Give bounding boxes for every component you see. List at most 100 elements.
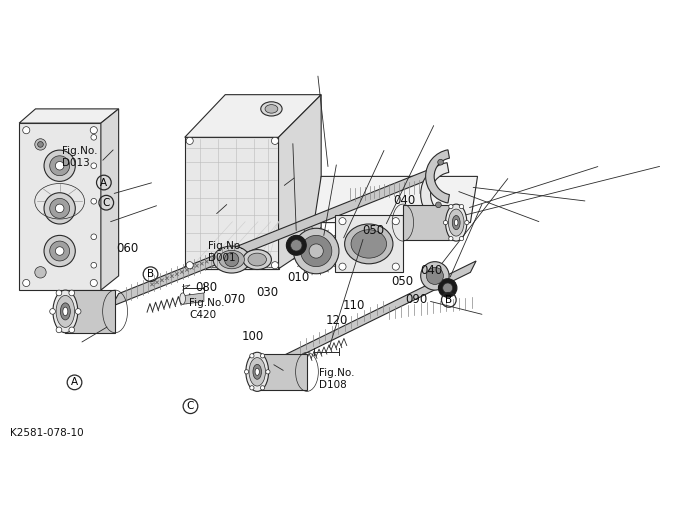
Text: 050: 050: [362, 224, 385, 237]
Circle shape: [266, 369, 270, 374]
Polygon shape: [19, 123, 101, 290]
Circle shape: [49, 199, 70, 218]
Circle shape: [443, 220, 447, 225]
Polygon shape: [314, 176, 477, 222]
Circle shape: [69, 327, 74, 333]
Text: A: A: [100, 178, 108, 187]
Text: 110: 110: [343, 299, 366, 312]
Circle shape: [438, 159, 443, 165]
Text: B: B: [147, 269, 154, 279]
Ellipse shape: [255, 368, 259, 375]
Ellipse shape: [265, 105, 278, 113]
Wedge shape: [420, 163, 449, 225]
Polygon shape: [183, 293, 204, 304]
Polygon shape: [257, 354, 307, 390]
Circle shape: [56, 290, 62, 296]
Circle shape: [271, 137, 278, 144]
Circle shape: [56, 247, 64, 255]
Text: K2581-078-10: K2581-078-10: [10, 428, 84, 438]
Circle shape: [443, 283, 453, 293]
Ellipse shape: [452, 216, 460, 230]
Circle shape: [49, 241, 70, 261]
Circle shape: [56, 327, 62, 333]
Circle shape: [460, 204, 464, 208]
Text: 040: 040: [420, 264, 442, 277]
Circle shape: [23, 280, 30, 286]
Circle shape: [449, 204, 453, 208]
Ellipse shape: [261, 102, 282, 116]
Ellipse shape: [249, 358, 265, 386]
Ellipse shape: [445, 204, 467, 241]
Text: A: A: [71, 377, 78, 388]
Circle shape: [35, 139, 46, 150]
Text: 080: 080: [195, 281, 217, 294]
Circle shape: [464, 220, 469, 225]
Text: 100: 100: [242, 330, 264, 343]
Text: 030: 030: [257, 286, 278, 299]
Circle shape: [427, 267, 443, 284]
Ellipse shape: [454, 219, 458, 226]
Circle shape: [261, 353, 265, 358]
Ellipse shape: [63, 307, 68, 316]
Circle shape: [23, 126, 30, 134]
Circle shape: [44, 193, 75, 224]
Circle shape: [44, 235, 75, 267]
Circle shape: [75, 309, 81, 314]
Wedge shape: [426, 150, 450, 203]
Circle shape: [449, 236, 453, 241]
Circle shape: [69, 290, 74, 296]
Circle shape: [56, 204, 64, 213]
Circle shape: [91, 135, 97, 140]
Circle shape: [49, 309, 56, 314]
Circle shape: [91, 262, 97, 268]
Ellipse shape: [180, 293, 185, 304]
Circle shape: [392, 263, 399, 270]
Ellipse shape: [448, 209, 464, 236]
Circle shape: [244, 369, 248, 374]
Text: C: C: [103, 198, 110, 208]
Circle shape: [38, 141, 43, 147]
Ellipse shape: [213, 246, 250, 273]
Text: 050: 050: [391, 275, 413, 288]
Ellipse shape: [60, 303, 70, 320]
Polygon shape: [19, 109, 118, 123]
Polygon shape: [185, 137, 278, 269]
Circle shape: [91, 163, 97, 169]
Text: B: B: [445, 295, 452, 305]
Ellipse shape: [53, 290, 78, 333]
Ellipse shape: [246, 352, 269, 391]
Polygon shape: [403, 205, 456, 240]
Text: 070: 070: [223, 294, 246, 307]
Circle shape: [293, 228, 339, 274]
Text: 060: 060: [116, 242, 138, 255]
Ellipse shape: [345, 224, 393, 264]
Text: 090: 090: [406, 294, 428, 307]
Text: Fig.No.
D001: Fig.No. D001: [209, 241, 244, 263]
Polygon shape: [66, 290, 115, 333]
Circle shape: [250, 385, 254, 390]
Polygon shape: [101, 109, 118, 290]
Circle shape: [290, 239, 302, 251]
Text: Fig.No.
C420: Fig.No. C420: [189, 298, 225, 320]
Circle shape: [261, 385, 265, 390]
Circle shape: [420, 262, 449, 290]
Ellipse shape: [56, 296, 74, 328]
Text: C: C: [187, 401, 194, 411]
Circle shape: [439, 279, 457, 297]
Circle shape: [225, 252, 239, 267]
Ellipse shape: [253, 364, 261, 379]
Circle shape: [186, 262, 193, 269]
Circle shape: [49, 156, 70, 175]
Text: Fig.No.
D108: Fig.No. D108: [319, 368, 355, 390]
Text: 120: 120: [325, 314, 347, 327]
Ellipse shape: [351, 230, 387, 258]
Circle shape: [186, 137, 193, 144]
Ellipse shape: [219, 250, 244, 269]
Circle shape: [392, 218, 399, 225]
Text: 040: 040: [393, 195, 416, 207]
Circle shape: [339, 263, 346, 270]
Circle shape: [271, 262, 278, 269]
Circle shape: [286, 235, 306, 255]
Text: Fig.No.
D013: Fig.No. D013: [62, 146, 97, 168]
Circle shape: [35, 267, 46, 278]
